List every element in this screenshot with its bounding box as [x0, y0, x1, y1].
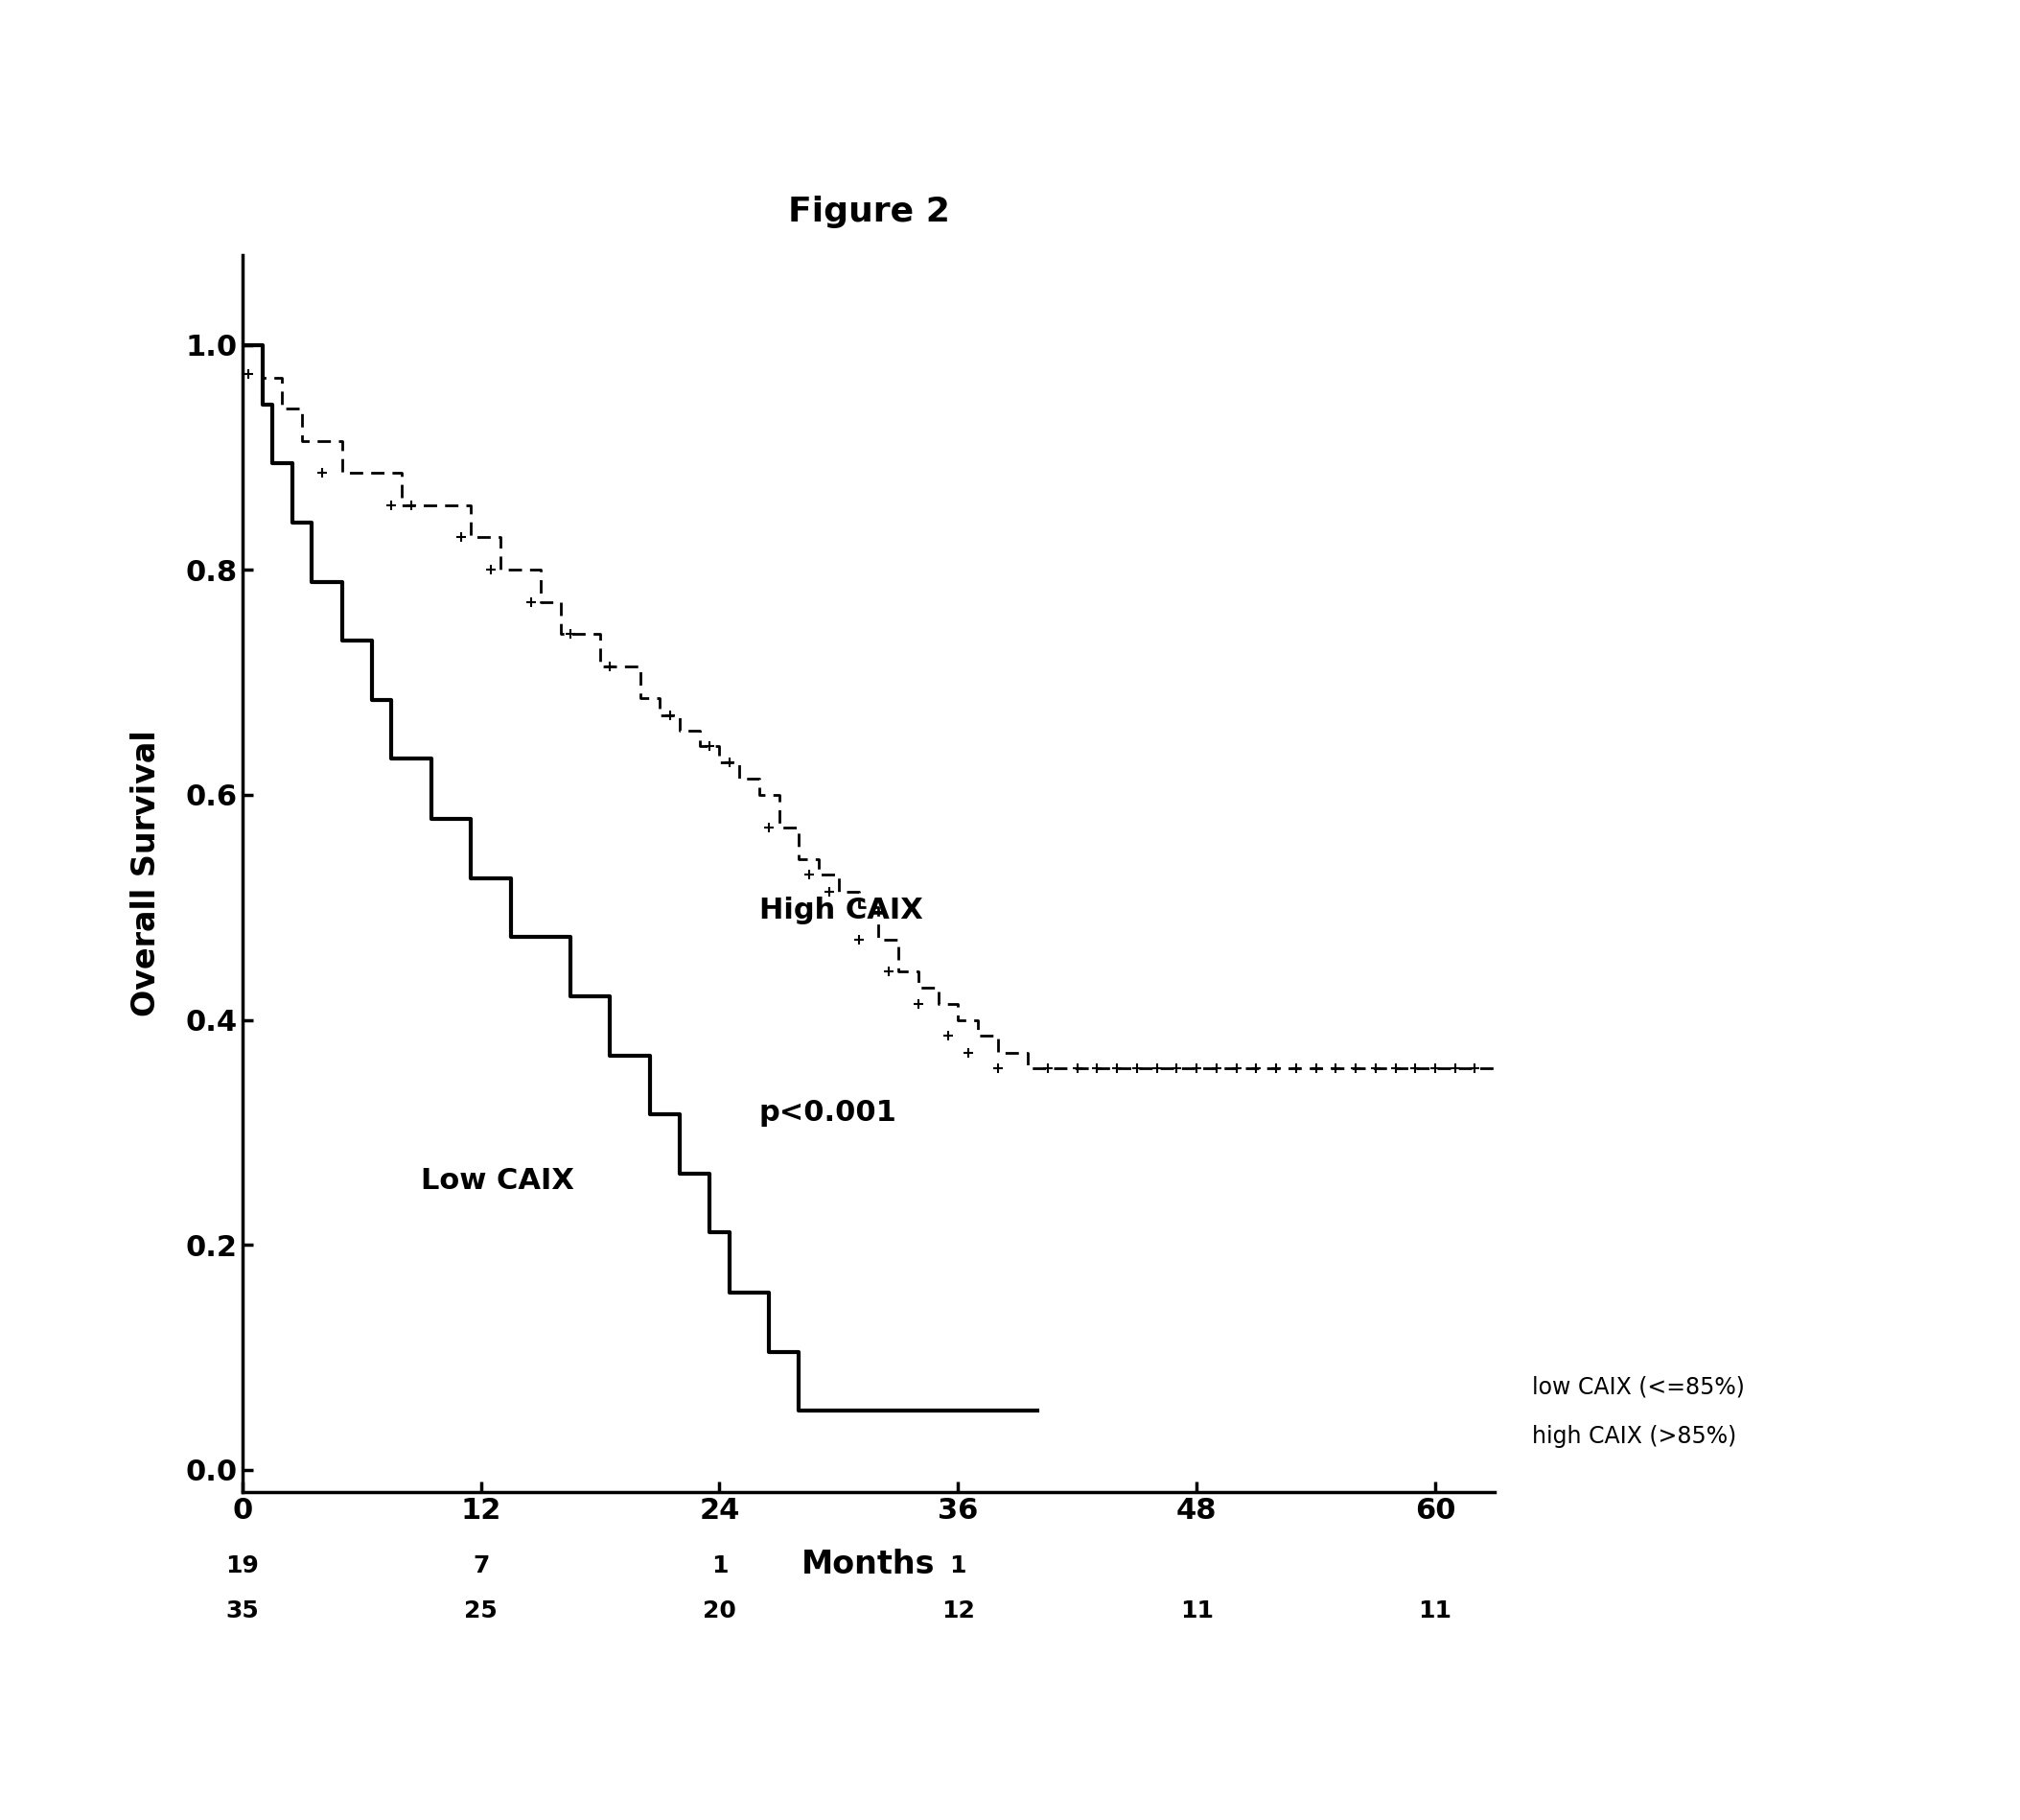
Text: 1: 1: [949, 1554, 966, 1578]
X-axis label: Months: Months: [802, 1549, 935, 1580]
Text: Low CAIX: Low CAIX: [422, 1167, 574, 1194]
Text: 11: 11: [1418, 1600, 1452, 1622]
Text: 11: 11: [1180, 1600, 1214, 1622]
Y-axis label: Overall Survival: Overall Survival: [129, 730, 162, 1017]
Text: 7: 7: [473, 1554, 489, 1578]
Text: 19: 19: [226, 1554, 259, 1578]
Text: low CAIX (<=85%): low CAIX (<=85%): [1533, 1376, 1745, 1400]
Title: Figure 2: Figure 2: [788, 195, 949, 228]
Text: 12: 12: [941, 1600, 976, 1622]
Text: 20: 20: [703, 1600, 735, 1622]
Text: p<0.001: p<0.001: [760, 1099, 897, 1127]
Text: High CAIX: High CAIX: [760, 897, 923, 925]
Text: 25: 25: [465, 1600, 497, 1622]
Text: high CAIX (>85%): high CAIX (>85%): [1533, 1425, 1737, 1449]
Text: 35: 35: [226, 1600, 259, 1622]
Text: 1: 1: [711, 1554, 727, 1578]
